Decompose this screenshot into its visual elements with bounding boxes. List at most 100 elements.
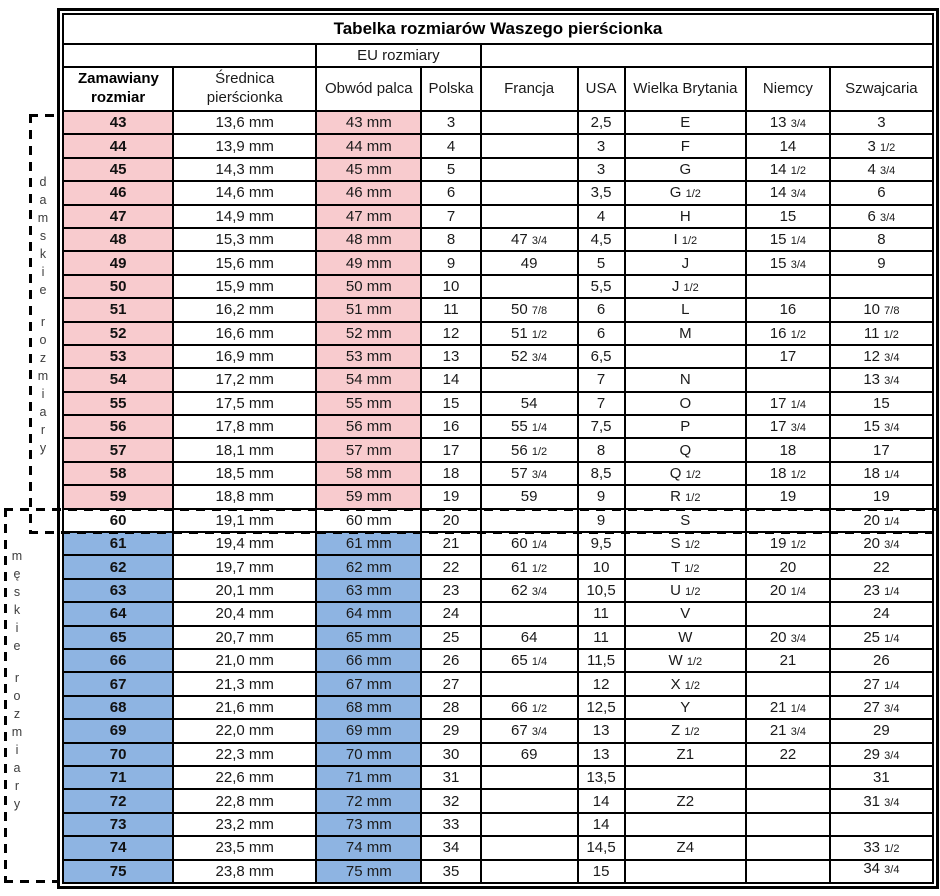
cell-obwod-palca: 70 mm xyxy=(315,741,423,767)
cell-wielka-brytania: P xyxy=(623,414,748,440)
table-row: 68 21,6 mm 68 mm 28 66 1/2 12,5 Y 21 1/4… xyxy=(61,694,935,721)
fraction: 3/4 xyxy=(884,539,900,552)
cell-srednica: 22,6 mm xyxy=(172,764,318,791)
cell-wielka-brytania: O xyxy=(623,390,748,417)
cell-usa: 13,5 xyxy=(576,764,626,791)
cell-polska: 5 xyxy=(420,156,482,183)
fraction: 1/2 xyxy=(883,328,899,341)
cell-niemcy: 19 1/2 xyxy=(745,531,831,557)
cell-niemcy xyxy=(745,367,831,393)
cell-francja xyxy=(479,109,579,136)
cell-szwajcaria: 29 xyxy=(828,718,935,744)
cell-francja: 69 xyxy=(479,741,579,767)
cell-usa: 6 xyxy=(576,297,626,323)
table-row: 70 22,3 mm 70 mm 30 69 13 Z1 22 29 3/4 xyxy=(61,741,935,767)
fraction: 1/4 xyxy=(790,702,806,715)
cell-obwod-palca: 61 mm xyxy=(315,531,423,557)
cell-szwajcaria: 19 xyxy=(828,484,935,510)
cell-zamawiany-rozmiar: 69 xyxy=(61,718,175,744)
fraction: 3/4 xyxy=(884,749,900,762)
fraction: 1/2 xyxy=(685,469,701,482)
cell-usa: 11 xyxy=(576,601,626,627)
table-row: 59 18,8 mm 59 mm 19 59 9 R 1/2 19 19 xyxy=(61,484,935,510)
cell-szwajcaria: 18 1/4 xyxy=(828,460,935,487)
fraction: 3/4 xyxy=(884,375,900,388)
cell-usa: 6 xyxy=(576,320,626,346)
column-header-niemcy: Niemcy xyxy=(745,66,831,112)
cell-francja: 59 xyxy=(479,484,579,510)
womens-bracket-top-dash xyxy=(29,114,57,117)
cell-obwod-palca: 66 mm xyxy=(315,647,423,674)
cell-srednica: 14,3 mm xyxy=(172,156,318,183)
cell-obwod-palca: 74 mm xyxy=(315,835,423,861)
cell-zamawiany-rozmiar: 46 xyxy=(61,180,175,206)
cell-zamawiany-rozmiar: 57 xyxy=(61,437,175,463)
cell-szwajcaria: 4 3/4 xyxy=(828,156,935,183)
cell-wielka-brytania: L xyxy=(623,297,748,323)
cell-usa: 9,5 xyxy=(576,531,626,557)
cell-zamawiany-rozmiar: 50 xyxy=(61,273,175,300)
fraction: 1/2 xyxy=(685,188,701,201)
cell-szwajcaria xyxy=(828,273,935,300)
cell-niemcy xyxy=(745,835,831,861)
table-row: 60 19,1 mm 60 mm 20 9 S 20 1/4 xyxy=(61,507,935,534)
fraction: 7/8 xyxy=(531,305,548,318)
fraction: 1/2 xyxy=(531,702,548,715)
cell-niemcy xyxy=(745,811,831,838)
cell-polska: 23 xyxy=(420,577,482,604)
cell-srednica: 13,9 mm xyxy=(172,133,318,159)
cell-niemcy: 16 1/2 xyxy=(745,320,831,346)
cell-srednica: 17,5 mm xyxy=(172,390,318,417)
cell-niemcy: 13 3/4 xyxy=(745,109,831,136)
cell-usa: 13 xyxy=(576,718,626,744)
cell-polska: 18 xyxy=(420,460,482,487)
cell-polska: 26 xyxy=(420,647,482,674)
fraction: 3/4 xyxy=(531,469,548,482)
fraction: 3/4 xyxy=(884,702,900,715)
fraction: 3/4 xyxy=(531,352,548,365)
cell-francja: 65 1/4 xyxy=(479,647,579,674)
cell-polska: 28 xyxy=(420,694,482,721)
cell-srednica: 23,8 mm xyxy=(172,858,318,884)
cell-obwod-palca: 73 mm xyxy=(315,811,423,838)
cell-niemcy xyxy=(745,601,831,627)
cell-niemcy: 15 xyxy=(745,203,831,229)
cell-niemcy: 14 1/2 xyxy=(745,156,831,183)
cell-szwajcaria: 33 1/2 xyxy=(828,835,935,861)
cell-zamawiany-rozmiar: 64 xyxy=(61,601,175,627)
cell-zamawiany-rozmiar: 54 xyxy=(61,367,175,393)
mens-bracket-bottom-dash xyxy=(4,880,57,883)
table-row: 46 14,6 mm 46 mm 6 3,5 G 1/2 14 3/4 6 xyxy=(61,180,935,206)
cell-wielka-brytania: Z1 xyxy=(623,741,748,767)
cell-niemcy: 20 xyxy=(745,554,831,580)
table-row: 57 18,1 mm 57 mm 17 56 1/2 8 Q 18 17 xyxy=(61,437,935,463)
cell-srednica: 17,2 mm xyxy=(172,367,318,393)
cell-wielka-brytania: Z2 xyxy=(623,788,748,814)
cell-niemcy xyxy=(745,858,831,884)
cell-wielka-brytania: W 1/2 xyxy=(623,647,748,674)
cell-polska: 24 xyxy=(420,601,482,627)
cell-szwajcaria xyxy=(828,811,935,838)
cell-zamawiany-rozmiar: 47 xyxy=(61,203,175,229)
cell-niemcy: 21 xyxy=(745,647,831,674)
fraction: 1/4 xyxy=(884,586,900,598)
cell-francja: 56 1/2 xyxy=(479,437,579,463)
cell-szwajcaria: 34 3/4 xyxy=(828,858,935,884)
fraction: 1/2 xyxy=(684,726,700,739)
cell-francja xyxy=(479,367,579,393)
cell-szwajcaria: 8 xyxy=(828,226,935,253)
table-row: 50 15,9 mm 50 mm 10 5,5 J 1/2 xyxy=(61,273,935,300)
cell-usa: 5 xyxy=(576,250,626,276)
cell-niemcy: 20 3/4 xyxy=(745,624,831,651)
cell-srednica: 15,9 mm xyxy=(172,273,318,300)
cell-szwajcaria: 3 xyxy=(828,109,935,136)
table-row: 65 20,7 mm 65 mm 25 64 11 W 20 3/4 25 1/… xyxy=(61,624,935,651)
table-row: 63 20,1 mm 63 mm 23 62 3/4 10,5 U 1/2 20… xyxy=(61,577,935,604)
cell-szwajcaria: 24 xyxy=(828,601,935,627)
cell-srednica: 21,0 mm xyxy=(172,647,318,674)
cell-usa: 7,5 xyxy=(576,414,626,440)
fraction: 1/2 xyxy=(880,141,896,154)
cell-polska: 11 xyxy=(420,297,482,323)
fraction: 1/2 xyxy=(531,328,548,341)
